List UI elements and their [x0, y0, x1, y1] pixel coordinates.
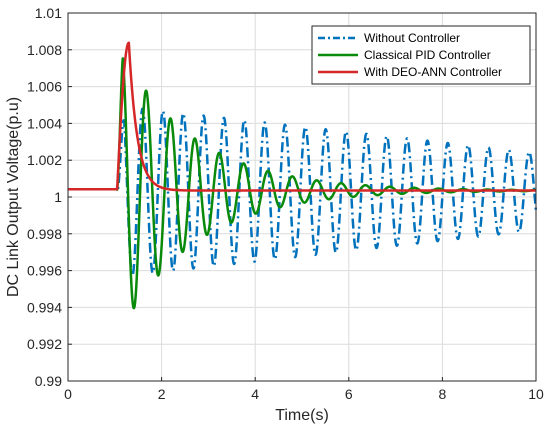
- x-tick-label: 0: [64, 386, 72, 402]
- y-tick-label: 0.992: [27, 336, 62, 352]
- y-tick-label: 0.99: [35, 373, 62, 389]
- x-axis-label: Time(s): [275, 407, 329, 424]
- y-tick-label: 1.008: [27, 42, 62, 58]
- y-tick-label: 1.002: [27, 152, 62, 168]
- plot-frame: [67, 12, 537, 382]
- legend-label-classical-pid: Classical PID Controller: [364, 48, 491, 62]
- x-tick-label: 4: [251, 386, 259, 402]
- y-tick-label: 1.006: [27, 79, 62, 95]
- x-tick-label: 10: [528, 386, 544, 402]
- legend: Without Controller Classical PID Control…: [311, 25, 531, 85]
- x-tick-label: 8: [439, 386, 447, 402]
- legend-label-deo-ann: With DEO-ANN Controller: [364, 65, 502, 79]
- x-tick-label: 2: [158, 386, 166, 402]
- y-tick-label: 1: [54, 189, 62, 205]
- y-tick-label: 0.998: [27, 226, 62, 242]
- y-tick-label: 0.994: [27, 299, 62, 315]
- y-axis-label: DC Link Output Voltage(p.u): [5, 97, 22, 297]
- series-line-deo-ann: [66, 41, 538, 192]
- axes: [67, 12, 537, 382]
- y-tick-label: 1.004: [27, 115, 62, 131]
- series-line-without-controller: [66, 107, 538, 277]
- x-tick-label: 6: [345, 386, 353, 402]
- tick-labels: 0 2 4 6 8 10 0.99 0.992 0.994 0.996 0.998 1 1.002 1.0…: [27, 5, 544, 402]
- y-tick-label: 1.01: [35, 5, 62, 21]
- series-layer: [66, 41, 538, 310]
- legend-label-without-controller: Without Controller: [364, 31, 460, 45]
- y-tick-label: 0.996: [27, 263, 62, 279]
